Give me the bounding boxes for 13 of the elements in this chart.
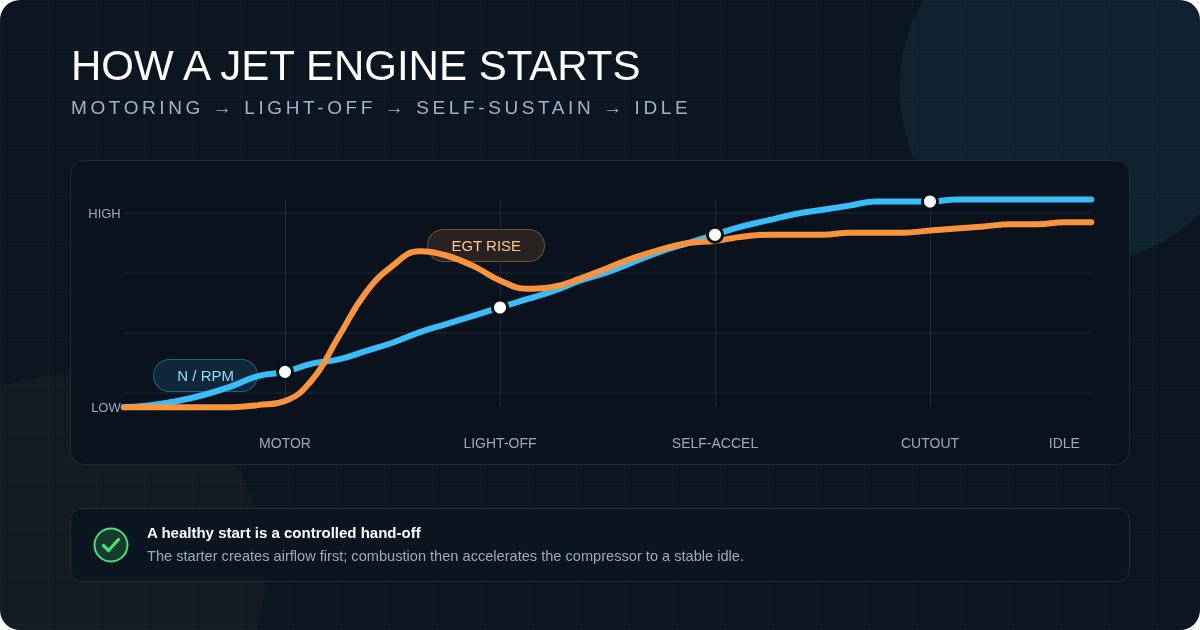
chart-title: HOW A JET ENGINE STARTS — [71, 41, 641, 91]
series-label: N / RPM — [177, 367, 234, 385]
x-tick-label: IDLE — [1048, 435, 1080, 452]
series-label: EGT RISE — [451, 236, 522, 254]
x-tick-label: MOTOR — [259, 435, 311, 452]
text: HIGH — [88, 205, 121, 221]
x-tick-label: SELF-ACCEL — [671, 435, 759, 452]
x-tick-label: LIGHT-OFF — [463, 435, 537, 452]
text: A healthy start is a controlled hand-off — [147, 523, 421, 543]
text: The starter creates airflow first; combustion then accelerates the compressor to a stable idle. — [147, 547, 744, 566]
x-tick-label: CUTOUT — [900, 435, 960, 452]
chart-subtitle: MOTORING → LIGHT-OFF → SELF-SUSTAIN → IDLE — [71, 96, 692, 120]
text: LOW — [91, 399, 122, 415]
